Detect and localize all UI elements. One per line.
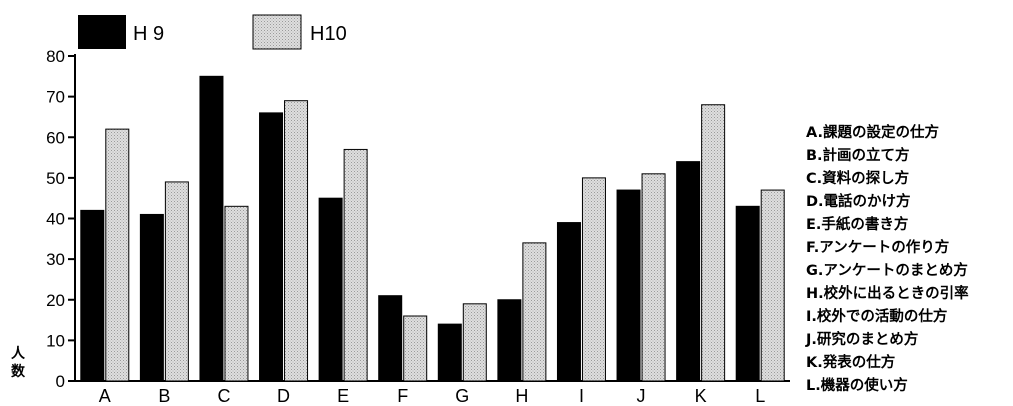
bar-d-h10 — [284, 100, 309, 382]
x-tick-label: F — [397, 386, 408, 406]
y-tick-label: 30 — [46, 250, 65, 269]
bar-h-h9 — [497, 299, 522, 382]
x-tick-label: I — [579, 386, 584, 406]
note-l: L.機器の使い方 — [806, 376, 908, 394]
bar-e-h10 — [343, 148, 368, 382]
note-j: J.研究のまとめ方 — [805, 330, 918, 348]
x-tick-label: E — [337, 386, 349, 406]
bar-l-h9 — [735, 205, 760, 382]
category-notes: A.課題の設定の仕方 B.計画の立て方 C.資料の探し方 D.電話のかけ方 E.… — [805, 123, 969, 394]
bar-c-h10 — [224, 205, 249, 382]
bar-h-h10 — [522, 242, 547, 382]
bar-a-h9 — [80, 209, 105, 382]
bar-k-h9 — [676, 161, 701, 382]
x-tick-label: D — [277, 386, 290, 406]
y-axis-label: 人 数 — [11, 345, 26, 380]
y-tick-label: 70 — [46, 88, 65, 107]
bar-l-h10 — [760, 189, 785, 382]
bar-i-h10 — [581, 177, 606, 382]
bar-j-h9 — [616, 189, 641, 382]
bar-b-h10 — [164, 181, 189, 382]
bar-f-h9 — [378, 295, 403, 382]
bar-d-h9 — [259, 112, 284, 382]
y-tick-label: 0 — [56, 372, 65, 391]
note-b: B.計画の立て方 — [806, 146, 910, 164]
x-tick-label: B — [158, 386, 170, 406]
bar-k-h10 — [701, 104, 726, 382]
x-tick-label: K — [695, 386, 707, 406]
y-tick-label: 20 — [46, 291, 65, 310]
legend: H 9 H10 — [78, 14, 347, 50]
note-c: C.資料の探し方 — [806, 169, 909, 187]
y-axis-ticks: 0 10 20 30 40 50 60 70 80 — [46, 47, 75, 391]
note-i: I.校外での活動の仕方 — [806, 307, 947, 325]
y-axis-label-char: 数 — [11, 363, 26, 380]
x-tick-label: A — [99, 386, 111, 406]
x-axis-ticks: A B C D E F G H I J K L — [99, 386, 765, 406]
bar-b-h9 — [139, 213, 164, 382]
bar-g-h9 — [437, 323, 462, 382]
legend-label-h9: H 9 — [133, 23, 164, 45]
note-h: H.校外に出るときの引率 — [806, 284, 969, 302]
bars — [80, 75, 785, 382]
note-k: K.発表の仕方 — [806, 353, 895, 371]
x-tick-label: L — [755, 386, 765, 406]
note-f: F.アンケートの作り方 — [806, 238, 949, 256]
note-e: E.手紙の書き方 — [806, 215, 908, 233]
y-tick-label: 80 — [46, 47, 65, 66]
bar-c-h9 — [199, 75, 224, 382]
note-g: G.アンケートのまとめ方 — [806, 261, 968, 279]
legend-label-h10: H10 — [310, 23, 347, 45]
bar-j-h10 — [641, 173, 666, 382]
note-d: D.電話のかけ方 — [806, 192, 911, 210]
y-tick-label: 40 — [46, 210, 65, 229]
y-tick-label: 10 — [46, 331, 65, 350]
legend-swatch-h9 — [78, 15, 126, 49]
x-tick-label: H — [515, 386, 528, 406]
x-tick-label: G — [455, 386, 469, 406]
x-tick-label: C — [217, 386, 230, 406]
legend-swatch-h10 — [252, 14, 302, 50]
x-tick-label: J — [637, 386, 646, 406]
bar-e-h9 — [318, 197, 343, 382]
y-tick-label: 50 — [46, 169, 65, 188]
bar-g-h10 — [462, 303, 487, 382]
y-axis-label-char: 人 — [11, 345, 26, 362]
bar-a-h10 — [105, 128, 130, 382]
bar-i-h9 — [556, 222, 581, 382]
y-tick-label: 60 — [46, 128, 65, 147]
bar-f-h10 — [403, 315, 428, 382]
note-a: A.課題の設定の仕方 — [806, 123, 939, 141]
